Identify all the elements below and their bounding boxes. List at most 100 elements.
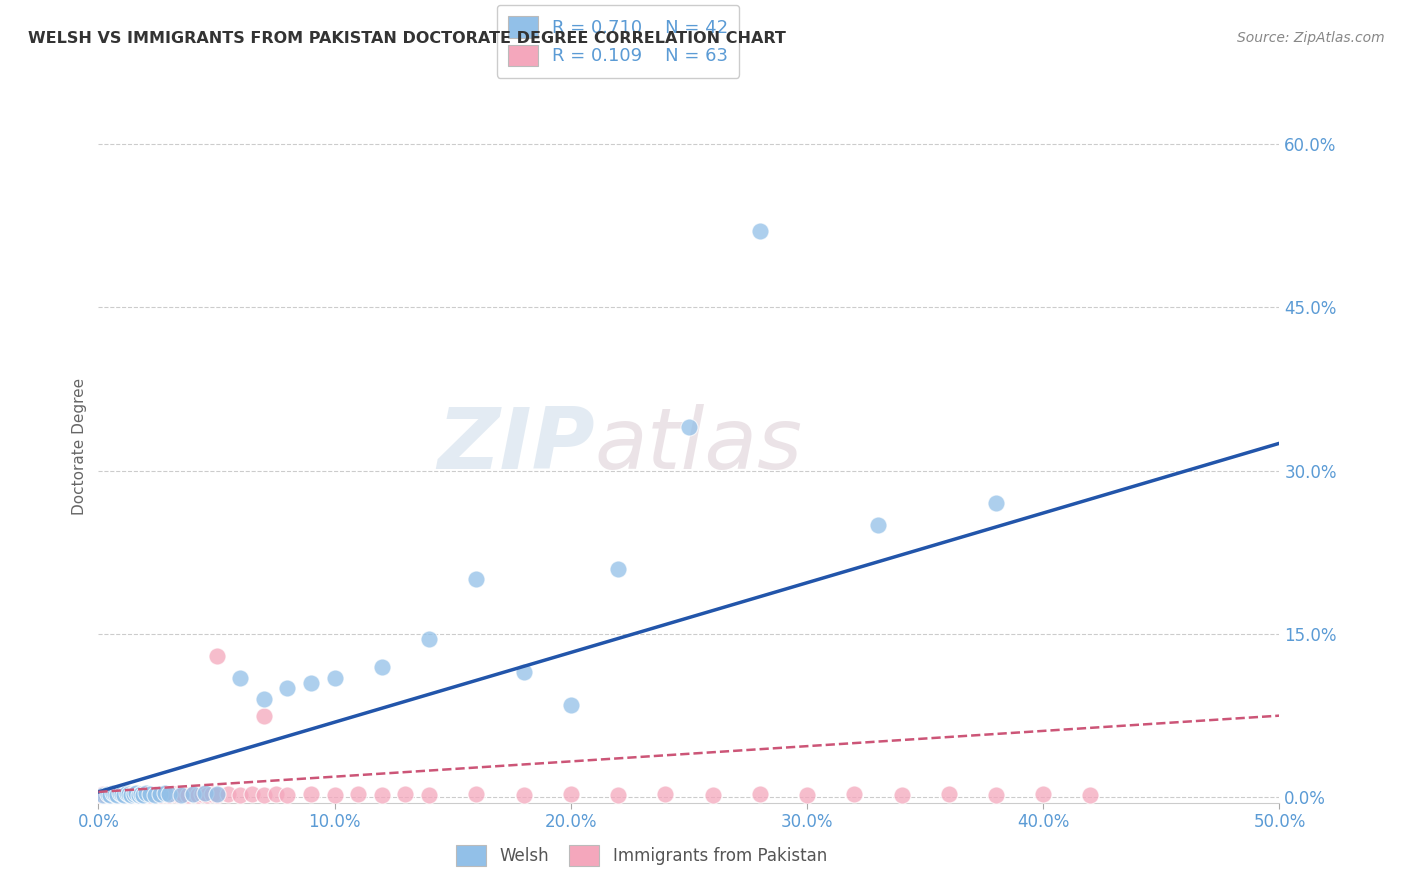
Point <box>153 786 176 800</box>
Point <box>111 787 134 801</box>
Point <box>191 787 214 801</box>
Point <box>118 787 141 801</box>
Point <box>90 788 112 802</box>
Point <box>181 787 204 801</box>
Point <box>91 787 114 801</box>
Point <box>108 788 131 802</box>
Point <box>253 692 276 706</box>
Point <box>607 561 630 575</box>
Point <box>371 788 394 802</box>
Point <box>560 787 582 801</box>
Point <box>115 787 138 801</box>
Point <box>299 787 322 801</box>
Point <box>194 786 217 800</box>
Point <box>135 787 157 801</box>
Text: WELSH VS IMMIGRANTS FROM PAKISTAN DOCTORATE DEGREE CORRELATION CHART: WELSH VS IMMIGRANTS FROM PAKISTAN DOCTOR… <box>28 31 786 46</box>
Point <box>323 671 346 685</box>
Point <box>181 787 204 801</box>
Point <box>229 671 252 685</box>
Point <box>253 708 276 723</box>
Point <box>157 788 180 802</box>
Point <box>205 788 228 802</box>
Point <box>394 787 416 801</box>
Point <box>149 787 172 801</box>
Point <box>465 573 488 587</box>
Point <box>167 788 190 802</box>
Point <box>654 787 676 801</box>
Point <box>98 788 121 802</box>
Point <box>132 788 155 802</box>
Point <box>139 787 162 801</box>
Point <box>217 787 239 801</box>
Point <box>796 788 818 802</box>
Point <box>101 786 124 800</box>
Point <box>465 787 488 801</box>
Point <box>129 787 152 801</box>
Point <box>702 788 724 802</box>
Point <box>121 787 143 801</box>
Point <box>122 787 145 801</box>
Point <box>111 787 134 801</box>
Point <box>276 788 298 802</box>
Y-axis label: Doctorate Degree: Doctorate Degree <box>72 377 87 515</box>
Point <box>128 788 150 802</box>
Point <box>143 787 166 801</box>
Point <box>132 788 155 802</box>
Point <box>108 786 131 800</box>
Point <box>104 787 127 801</box>
Point <box>135 786 157 800</box>
Point <box>105 787 128 801</box>
Point <box>187 788 209 802</box>
Point <box>299 676 322 690</box>
Point <box>866 518 889 533</box>
Point <box>264 787 287 801</box>
Point <box>97 787 120 801</box>
Point <box>157 787 180 801</box>
Point <box>125 786 148 800</box>
Point <box>105 788 128 802</box>
Point <box>118 788 141 802</box>
Point <box>1080 788 1102 802</box>
Point <box>205 648 228 663</box>
Point <box>347 787 370 801</box>
Text: atlas: atlas <box>595 404 803 488</box>
Point <box>101 787 124 801</box>
Point <box>129 787 152 801</box>
Point <box>172 787 194 801</box>
Point <box>512 788 534 802</box>
Point <box>371 659 394 673</box>
Point <box>97 787 120 801</box>
Point <box>418 632 440 647</box>
Point <box>748 787 770 801</box>
Point <box>125 787 148 801</box>
Point <box>560 698 582 712</box>
Point <box>94 788 117 802</box>
Point <box>163 787 186 801</box>
Point <box>938 787 960 801</box>
Point <box>112 788 135 802</box>
Point <box>748 224 770 238</box>
Point <box>890 788 912 802</box>
Point <box>229 788 252 802</box>
Text: ZIP: ZIP <box>437 404 595 488</box>
Point <box>240 787 263 801</box>
Point <box>91 788 114 802</box>
Legend: Welsh, Immigrants from Pakistan: Welsh, Immigrants from Pakistan <box>450 838 834 873</box>
Point <box>122 788 145 802</box>
Point <box>678 420 700 434</box>
Point <box>104 788 127 802</box>
Point <box>984 788 1007 802</box>
Point <box>121 788 143 802</box>
Point <box>195 788 218 802</box>
Point <box>139 788 162 802</box>
Point <box>143 788 166 802</box>
Point <box>844 787 866 801</box>
Point <box>607 788 630 802</box>
Text: Source: ZipAtlas.com: Source: ZipAtlas.com <box>1237 31 1385 45</box>
Point <box>1032 787 1054 801</box>
Point <box>177 788 200 802</box>
Point <box>323 788 346 802</box>
Point <box>984 496 1007 510</box>
Point <box>205 787 228 801</box>
Point <box>170 788 193 802</box>
